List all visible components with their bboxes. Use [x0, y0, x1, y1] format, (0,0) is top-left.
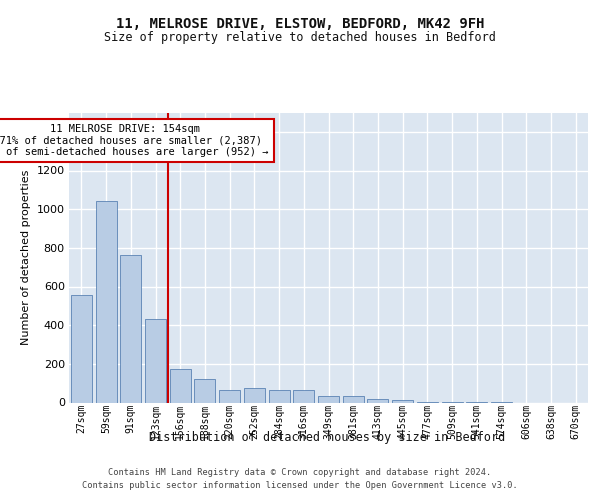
Bar: [293, 390, 314, 402]
Bar: [367, 398, 388, 402]
Bar: [120, 255, 141, 402]
Text: Size of property relative to detached houses in Bedford: Size of property relative to detached ho…: [104, 31, 496, 44]
Text: Distribution of detached houses by size in Bedford: Distribution of detached houses by size …: [149, 431, 505, 444]
Bar: [318, 396, 339, 402]
Bar: [194, 380, 215, 402]
Text: Contains public sector information licensed under the Open Government Licence v3: Contains public sector information licen…: [82, 480, 518, 490]
Text: 11 MELROSE DRIVE: 154sqm
← 71% of detached houses are smaller (2,387)
28% of sem: 11 MELROSE DRIVE: 154sqm ← 71% of detach…: [0, 124, 268, 157]
Bar: [219, 390, 240, 402]
Text: 11, MELROSE DRIVE, ELSTOW, BEDFORD, MK42 9FH: 11, MELROSE DRIVE, ELSTOW, BEDFORD, MK42…: [116, 18, 484, 32]
Bar: [269, 390, 290, 402]
Bar: [71, 294, 92, 403]
Bar: [392, 400, 413, 402]
Y-axis label: Number of detached properties: Number of detached properties: [21, 170, 31, 345]
Bar: [145, 320, 166, 402]
Bar: [244, 388, 265, 402]
Text: Contains HM Land Registry data © Crown copyright and database right 2024.: Contains HM Land Registry data © Crown c…: [109, 468, 491, 477]
Bar: [170, 369, 191, 402]
Bar: [95, 202, 116, 402]
Bar: [343, 396, 364, 402]
